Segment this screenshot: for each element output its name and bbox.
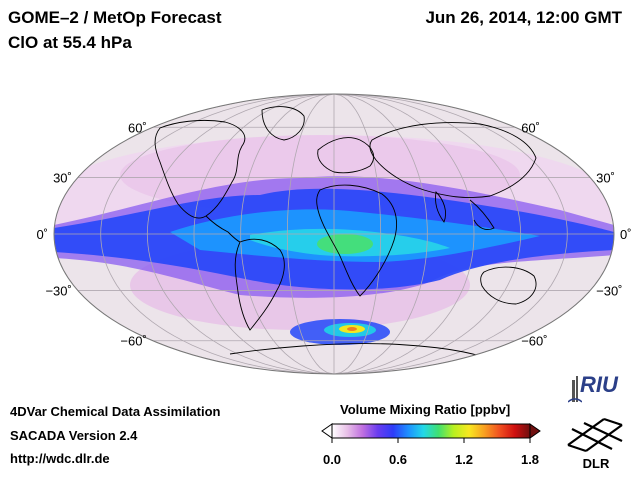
coastline-central-america — [205, 215, 241, 243]
riu-logo: RIU — [568, 372, 632, 404]
dlr-logo: DLR — [560, 415, 632, 475]
meridian-line — [146, 94, 335, 374]
field-green-core — [317, 234, 373, 254]
colorbar-tick-label: 1.8 — [520, 452, 540, 467]
meridian-line — [333, 94, 522, 374]
coastline-southeast-asia — [469, 199, 495, 231]
footer-assimilation: 4DVar Chemical Data Assimilation — [10, 404, 221, 419]
riu-logo-text: RIU — [580, 372, 618, 397]
coastline-south-america — [234, 238, 285, 331]
coastline-europe — [317, 137, 374, 174]
meridian-line — [286, 94, 335, 374]
clo-field — [54, 94, 614, 374]
coastline-africa — [316, 184, 398, 297]
colorbar-tick-label: 1.2 — [454, 452, 474, 467]
colorbar-right-arrow — [529, 423, 541, 439]
latitude-label-right: 0˚ — [620, 227, 632, 242]
coastline-greenland — [261, 106, 305, 141]
latitude-label-right: 60˚ — [521, 120, 540, 135]
meridian-line — [333, 94, 475, 374]
coastline-antarctica — [229, 343, 481, 357]
colorbar-title: Volume Mixing Ratio [ppbv] — [340, 402, 511, 417]
footer-link[interactable]: http://wdc.dlr.de — [10, 451, 110, 466]
latitude-label-left: 30˚ — [53, 170, 72, 185]
colorbar-tick-label: 0.6 — [388, 452, 408, 467]
title-line-1: GOME–2 / MetOp Forecast — [8, 8, 222, 27]
meridian-line — [333, 94, 568, 374]
meridian-line — [333, 94, 428, 374]
latitude-label-right: −60˚ — [521, 334, 547, 349]
forecast-datetime: Jun 26, 2014, 12:00 GMT — [425, 8, 622, 27]
latitude-label-right: 30˚ — [596, 170, 615, 185]
meridian-line — [240, 94, 335, 374]
latitude-labels: 60˚ 60˚ 30˚ 30˚ 0˚ 0˚ −30˚ −30˚ −60˚ −60˚ — [36, 120, 631, 348]
latitude-label-left: −60˚ — [120, 334, 146, 349]
coastline-asia — [369, 122, 537, 199]
riu-tower-icon — [568, 376, 582, 403]
latitude-label-left: 60˚ — [128, 120, 147, 135]
latitude-label-left: 0˚ — [36, 227, 48, 242]
coastlines — [154, 106, 537, 357]
colorbar-tick-label: 0.0 — [322, 452, 342, 467]
colorbar — [321, 423, 541, 443]
dlr-logo-text: DLR — [582, 456, 610, 471]
colorbar-tick-marks — [331, 438, 531, 443]
coastline-india — [435, 191, 447, 223]
coastline-australia — [480, 266, 537, 305]
footer-version: SACADA Version 2.4 — [10, 428, 138, 443]
dlr-emblem-icon — [567, 417, 623, 453]
globe-outline — [53, 93, 615, 375]
colorbar-left-arrow — [321, 423, 333, 439]
latitude-label-right: −30˚ — [596, 284, 622, 299]
title-line-2: ClO at 55.4 hPa — [8, 33, 132, 52]
colorbar-bar — [331, 423, 531, 439]
coastline-north-america — [154, 119, 246, 219]
field-antarctic-orange — [347, 327, 357, 331]
meridian-line — [333, 94, 382, 374]
meridian-line — [193, 94, 335, 374]
latitude-label-left: −30˚ — [45, 284, 71, 299]
meridian-line — [100, 94, 335, 374]
globe — [53, 93, 615, 375]
